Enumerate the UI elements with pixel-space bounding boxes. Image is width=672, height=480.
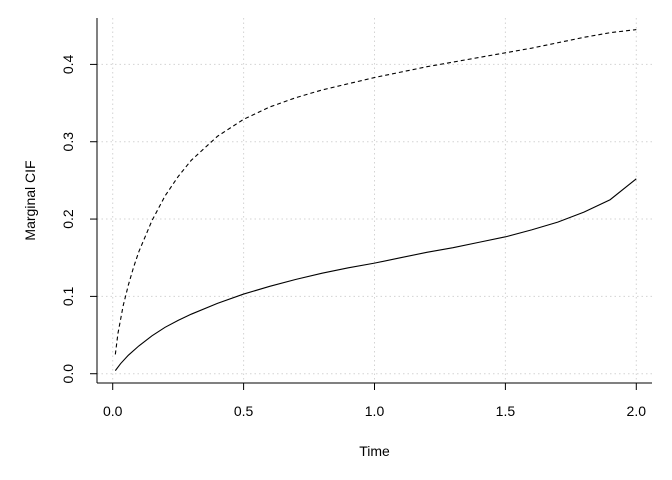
y-tick-label: 0.1: [60, 286, 76, 306]
x-axis-title: Time: [359, 443, 390, 459]
y-axis-title: Marginal CIF: [22, 160, 38, 240]
tick-marks: 0.0 0.5 1.0 1.5 2.0 0.0 0.1 0.2 0.3 0.4: [60, 54, 646, 419]
y-tick-label: 0.2: [60, 209, 76, 229]
dashed-cif-curve: [114, 29, 637, 355]
y-tick-label: 0.0: [60, 364, 76, 384]
y-tick-label: 0.4: [60, 54, 76, 74]
solid-cif-curve: [114, 178, 637, 371]
x-tick-label: 2.0: [627, 403, 647, 419]
grid-lines: [97, 18, 652, 383]
x-tick-label: 1.5: [496, 403, 516, 419]
x-tick-label: 0.5: [234, 403, 254, 419]
y-tick-label: 0.3: [60, 132, 76, 152]
series-lines: [114, 29, 637, 371]
x-tick-label: 0.0: [103, 403, 123, 419]
x-tick-label: 1.0: [365, 403, 385, 419]
